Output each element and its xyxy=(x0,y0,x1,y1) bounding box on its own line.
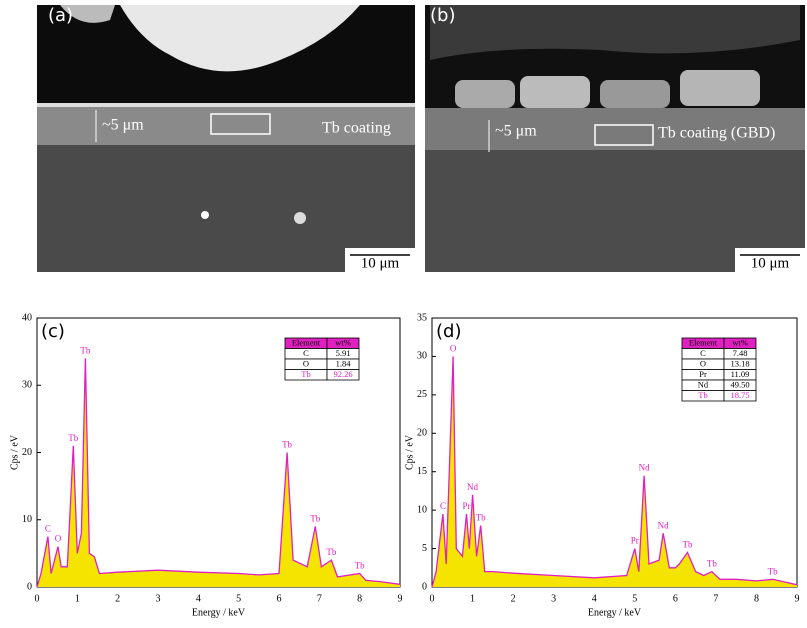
x-tick-label: 9 xyxy=(398,593,403,604)
spectrum-area xyxy=(37,358,400,587)
peak-label: C xyxy=(440,501,446,511)
scale-label: 10 μm xyxy=(751,255,790,271)
coating-label: Tb coating xyxy=(322,120,391,137)
table-value: Pr xyxy=(699,369,707,379)
table-value: 5.91 xyxy=(336,348,351,358)
y-tick-label: 15 xyxy=(417,466,427,477)
x-tick-label: 6 xyxy=(673,593,678,604)
x-tick-label: 9 xyxy=(795,593,800,604)
panel-label: (b) xyxy=(430,5,455,26)
x-tick-label: 4 xyxy=(196,593,201,604)
x-tick-label: 0 xyxy=(35,593,40,604)
x-tick-label: 3 xyxy=(156,593,161,604)
x-tick-label: 1 xyxy=(470,593,475,604)
x-tick-label: 7 xyxy=(317,593,322,604)
spectrum-line xyxy=(431,356,798,588)
y-tick-label: 0 xyxy=(422,581,427,592)
peak-label: O xyxy=(55,534,62,544)
y-tick-label: 20 xyxy=(417,428,427,439)
y-axis-label: Cps / eV xyxy=(9,434,20,470)
peak-label: Nd xyxy=(658,520,669,530)
x-tick-label: 0 xyxy=(430,593,435,604)
peak-label: Tb xyxy=(310,514,320,524)
peak-label: Tb xyxy=(768,566,778,576)
x-tick-label: 7 xyxy=(713,593,718,604)
table-cell xyxy=(723,390,757,402)
x-tick-label: 2 xyxy=(511,593,516,604)
table-header: wt% xyxy=(732,338,748,348)
x-axis-label: Energy / keV xyxy=(192,607,246,618)
y-tick-label: 5 xyxy=(422,543,427,554)
peak-label: Tb xyxy=(707,559,717,569)
x-tick-label: 8 xyxy=(357,593,362,604)
peak-label: C xyxy=(45,524,51,534)
table-value: 11.09 xyxy=(731,369,750,379)
peak-label: Nd xyxy=(639,463,650,473)
table-value: Tb xyxy=(301,369,310,379)
x-tick-label: 6 xyxy=(277,593,282,604)
y-tick-label: 10 xyxy=(417,504,427,515)
thickness-label: ~5 μm xyxy=(495,123,537,140)
table-value: C xyxy=(303,348,309,358)
table-value: Nd xyxy=(698,380,709,390)
sem-image: (a) ~5 μm Tb coating 10 μm xyxy=(37,5,415,272)
x-tick-label: 2 xyxy=(115,593,120,604)
peak-label: Tb xyxy=(355,561,365,571)
peak-label: Tb xyxy=(68,433,78,443)
table-value: 13.18 xyxy=(730,359,749,369)
panel-label: (a) xyxy=(48,5,73,26)
peak-label: Tb xyxy=(80,345,90,355)
x-tick-label: 5 xyxy=(236,593,241,604)
spectrum-line xyxy=(36,358,401,588)
table-header: Element xyxy=(292,338,321,348)
y-tick-label: 30 xyxy=(417,351,427,362)
thickness-label: ~5 μm xyxy=(102,117,144,134)
table-value: 7.48 xyxy=(733,348,748,358)
y-tick-label: 25 xyxy=(417,389,427,400)
y-tick-label: 10 xyxy=(22,514,32,525)
x-tick-label: 5 xyxy=(632,593,637,604)
scale-label: 10 μm xyxy=(361,255,400,271)
peak-label: Pr xyxy=(631,536,639,546)
table-value: 49.50 xyxy=(730,380,749,390)
spectrum-area xyxy=(432,356,797,587)
panel-label: (c) xyxy=(41,321,65,342)
peak-label: O xyxy=(450,343,457,353)
sem-image: (b) ~5 μm Tb coating (GBD) 10 μm xyxy=(425,5,805,272)
table-value: 1.84 xyxy=(336,359,352,369)
table-header: Element xyxy=(689,338,718,348)
table-value: C xyxy=(700,348,706,358)
peak-label: Pr xyxy=(462,501,470,511)
table-header: wt% xyxy=(335,338,351,348)
x-tick-label: 8 xyxy=(754,593,759,604)
y-tick-label: 20 xyxy=(22,447,32,458)
y-tick-label: 40 xyxy=(22,312,32,323)
peak-label: Nd xyxy=(467,482,478,492)
y-tick-label: 0 xyxy=(27,581,32,592)
x-tick-label: 3 xyxy=(551,593,556,604)
table-value: O xyxy=(700,359,706,369)
y-tick-label: 30 xyxy=(22,380,32,391)
table-value: 18.75 xyxy=(730,390,749,400)
x-tick-label: 4 xyxy=(592,593,597,604)
peak-label: Tb xyxy=(683,539,693,549)
peak-label: Tb xyxy=(282,440,292,450)
table-value: Tb xyxy=(698,390,707,400)
y-tick-label: 35 xyxy=(417,312,427,323)
x-axis-label: Energy / keV xyxy=(588,607,642,618)
y-axis-label: Cps / eV xyxy=(404,434,415,470)
x-tick-label: 1 xyxy=(75,593,80,604)
peak-label: Tb xyxy=(476,513,486,523)
peak-label: Tb xyxy=(326,547,336,557)
table-cell xyxy=(326,369,360,381)
panel-label: (d) xyxy=(436,321,461,342)
table-value: O xyxy=(303,359,309,369)
coating-label: Tb coating (GBD) xyxy=(658,125,775,142)
table-value: 92.26 xyxy=(333,369,352,379)
